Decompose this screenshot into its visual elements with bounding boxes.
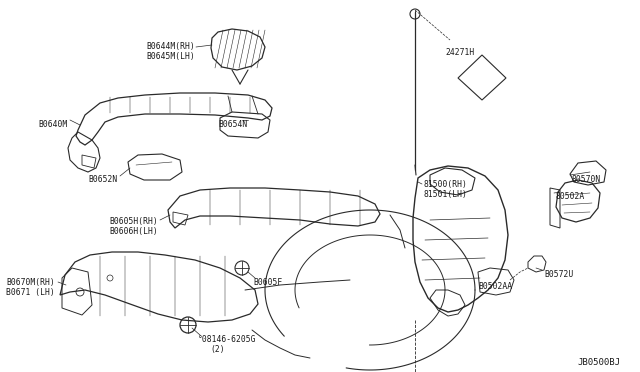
Text: B0502AA: B0502AA xyxy=(478,282,512,291)
Text: °08146-6205G: °08146-6205G xyxy=(198,335,257,344)
Text: B0645M(LH): B0645M(LH) xyxy=(147,52,195,61)
Text: B0606H(LH): B0606H(LH) xyxy=(109,227,158,236)
Text: B0654N: B0654N xyxy=(218,120,247,129)
Text: 24271H: 24271H xyxy=(445,48,474,57)
Text: (2): (2) xyxy=(210,345,225,354)
Text: B0572U: B0572U xyxy=(544,270,573,279)
Text: B0652N: B0652N xyxy=(89,175,118,184)
Text: JB0500BJ: JB0500BJ xyxy=(577,358,620,367)
Text: B0671 (LH): B0671 (LH) xyxy=(6,288,55,297)
Text: B0644M(RH): B0644M(RH) xyxy=(147,42,195,51)
Text: B0605F: B0605F xyxy=(253,278,282,287)
Text: B0670M(RH): B0670M(RH) xyxy=(6,278,55,287)
Text: 81501(LH): 81501(LH) xyxy=(424,190,468,199)
Text: B0605H(RH): B0605H(RH) xyxy=(109,217,158,226)
Text: 81500(RH): 81500(RH) xyxy=(424,180,468,189)
Text: 80502A: 80502A xyxy=(556,192,585,201)
Text: 80570N: 80570N xyxy=(572,175,601,184)
Text: B0640M: B0640M xyxy=(39,120,68,129)
